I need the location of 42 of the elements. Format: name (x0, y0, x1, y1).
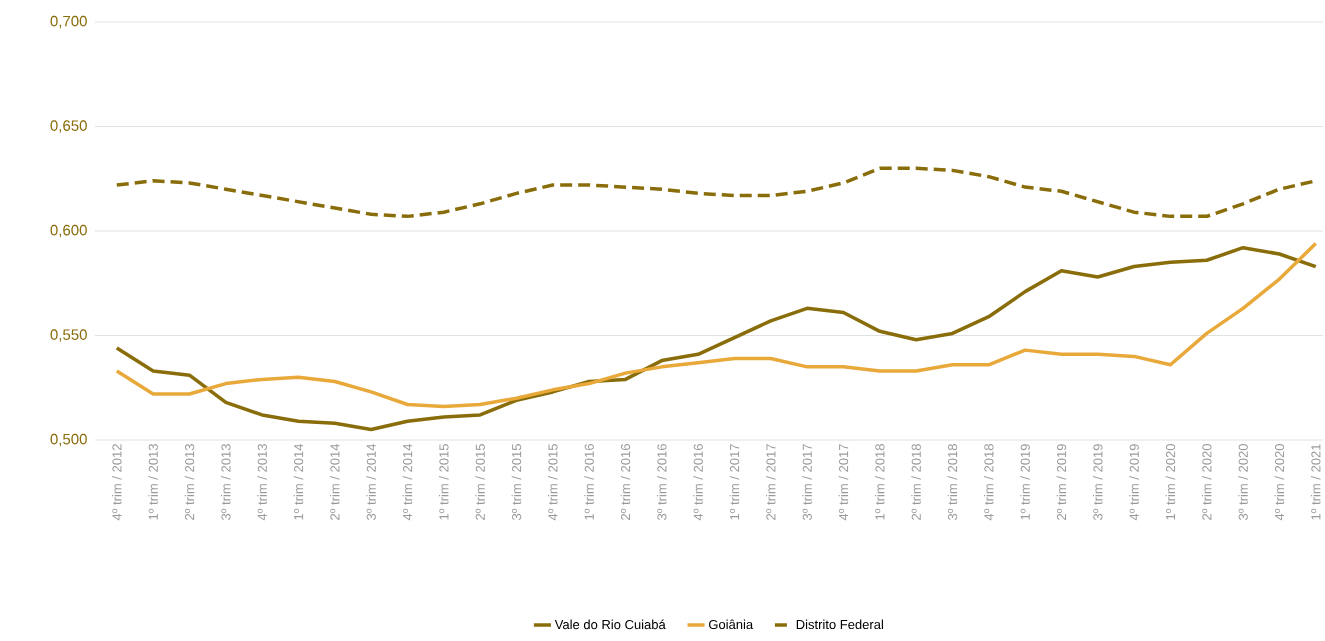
x-tick-label: 1º trim / 2014 (293, 443, 304, 520)
x-tick-label: 1º trim / 2013 (148, 444, 158, 520)
x-tick-label: 2º trim / 2018 (911, 444, 921, 520)
x-tick-label: 1º trim / 2020 (1165, 444, 1176, 520)
x-tick-label: 4º trim / 2012 (112, 444, 122, 521)
x-tick-label: 3º trim / 2016 (656, 444, 667, 521)
legend-label: Vale do Rio Cuiabá (554, 619, 666, 630)
y-tick-label: 0,500 (50, 433, 87, 447)
x-tick-label: 2º trim / 2020 (1201, 444, 1212, 520)
x-tick-label: 1º trim / 2019 (1020, 444, 1030, 520)
x-tick-label: 1º trim / 2015 (439, 444, 449, 520)
legend-label: Goiânia (709, 619, 754, 630)
x-tick-label: 4º trim / 2019 (1129, 444, 1139, 521)
x-tick-label: 3º trim / 2020 (1238, 444, 1248, 521)
x-tick-label: 2º trim / 2017 (765, 444, 776, 520)
x-tick-label: 4º trim / 2017 (838, 444, 849, 521)
x-tick-label: 4º trim / 2020 (1274, 444, 1285, 521)
y-tick-label: 0,550 (50, 329, 87, 342)
x-tick-label: 3º trim / 2019 (1092, 444, 1103, 521)
x-tick-label: 3º trim / 2015 (511, 444, 522, 521)
x-tick-label: 3º trim / 2018 (947, 444, 958, 521)
x-tick-label: 3º trim / 2013 (221, 444, 231, 521)
x-tick-label: 1º trim / 2017 (729, 444, 740, 520)
y-tick-label: 0,650 (50, 120, 87, 133)
y-tick-label: 0,700 (50, 15, 87, 29)
x-tick-label: 4º trim / 2016 (693, 444, 703, 521)
x-tick-label: 3º trim / 2017 (802, 444, 812, 521)
x-tick-label: 1º trim / 2016 (584, 444, 594, 520)
x-tick-label: 2º trim / 2016 (620, 444, 631, 520)
x-tick-label: 4º trim / 2013 (257, 444, 267, 521)
x-tick-label: 4º trim / 2018 (983, 444, 994, 521)
x-tick-label: 2º trim / 2019 (1056, 444, 1067, 520)
x-tick-label: 4º trim / 2015 (548, 444, 558, 521)
y-tick-label: 0,600 (50, 224, 87, 238)
x-tick-label: 2º trim / 2014 (330, 443, 340, 520)
x-tick-label: 3º trim / 2014 (366, 443, 376, 521)
x-tick-label: 1º trim / 2018 (874, 444, 885, 520)
legend-label: Distrito Federal (796, 619, 883, 630)
x-tick-label: 4º trim / 2014 (402, 443, 413, 521)
x-tick-label: 2º trim / 2013 (184, 444, 195, 520)
x-tick-label: 2º trim / 2015 (475, 444, 485, 520)
x-tick-label: 1º trim / 2021 (1310, 444, 1321, 520)
